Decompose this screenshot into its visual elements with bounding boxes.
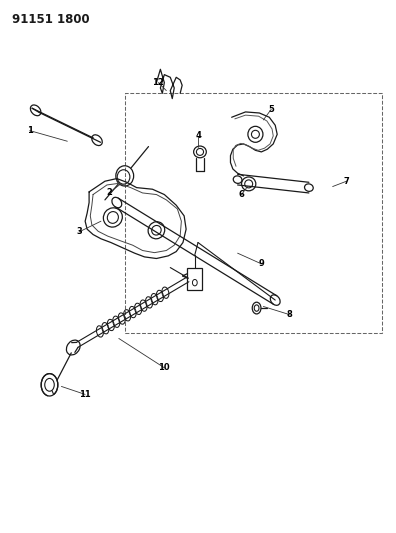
Text: 5: 5 [268, 105, 274, 114]
Text: 8: 8 [286, 310, 292, 319]
Text: 12: 12 [152, 78, 164, 87]
Bar [125, 93, 382, 333]
Text: 2: 2 [106, 189, 112, 197]
Bar [187, 268, 202, 290]
Text: 6: 6 [239, 190, 244, 199]
Text: 4: 4 [195, 132, 201, 140]
Text: 3: 3 [76, 228, 82, 236]
Text: 7: 7 [344, 177, 349, 185]
Text: 1: 1 [27, 126, 32, 135]
Text: 91151 1800: 91151 1800 [12, 13, 89, 26]
Text: 11: 11 [79, 390, 91, 399]
Text: 10: 10 [158, 364, 170, 372]
Text: 9: 9 [259, 260, 264, 268]
